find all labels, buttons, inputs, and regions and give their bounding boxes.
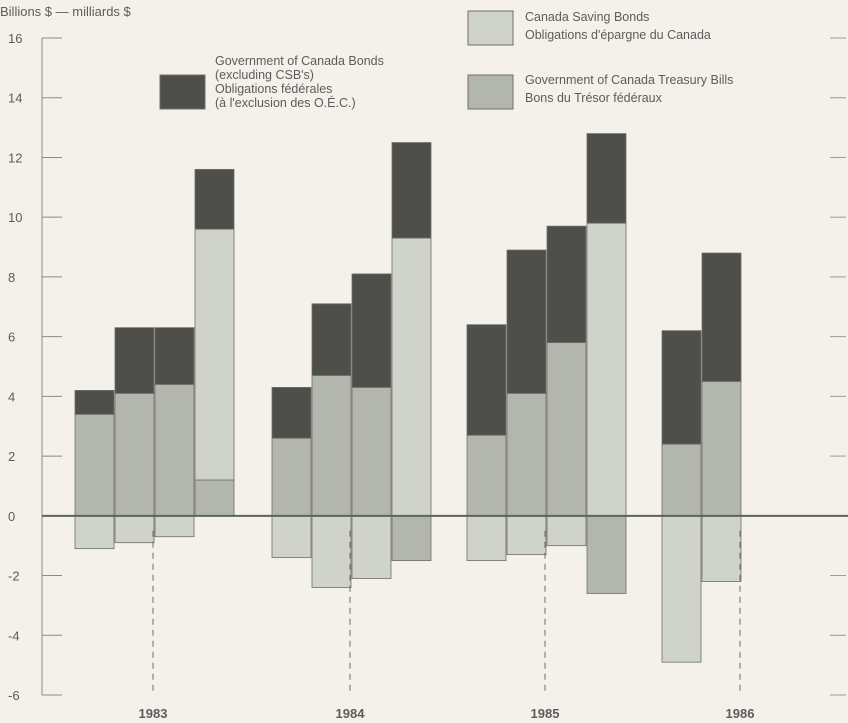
savings-bonds-bar xyxy=(391,237,432,517)
savings-bonds-bar xyxy=(351,515,392,579)
treasury-bills-bar xyxy=(351,387,392,517)
legend-label: (excluding CSB's) xyxy=(215,68,314,82)
savings-bonds-bar xyxy=(154,515,195,538)
y-unit-label: Billions $ — milliards $ xyxy=(0,4,132,19)
legend-label: Obligations d'épargne du Canada xyxy=(525,28,711,42)
treasury-bills-bar xyxy=(506,392,547,517)
bars xyxy=(74,133,742,663)
government-bonds-bar xyxy=(271,387,312,439)
treasury-bills-bar xyxy=(466,434,507,517)
treasury-bills-bar xyxy=(661,443,702,517)
government-bonds-bar xyxy=(74,389,115,415)
treasury-bills-bar xyxy=(154,384,195,517)
savings-bonds-bar xyxy=(586,222,627,517)
treasury-bills-bar xyxy=(311,375,352,517)
government-bonds-bar xyxy=(506,249,547,394)
government-bonds-bar xyxy=(391,142,432,239)
government-bonds-bar xyxy=(546,225,587,344)
legend-label: (à l'exclusion des O.É.C.) xyxy=(215,95,356,110)
government-bonds-bar xyxy=(351,273,392,388)
y-tick-label: -6 xyxy=(8,688,20,703)
y-tick-label: 0 xyxy=(8,509,15,524)
savings-bonds-bar xyxy=(661,515,702,663)
y-tick-label: 6 xyxy=(8,330,15,345)
legend-swatch xyxy=(159,74,206,110)
legend-label: Government of Canada Treasury Bills xyxy=(525,73,733,87)
savings-bonds-bar xyxy=(114,515,155,544)
government-bonds-bar xyxy=(661,330,702,445)
savings-bonds-bar xyxy=(311,515,352,588)
savings-bonds-bar xyxy=(271,515,312,559)
government-bonds-bar xyxy=(701,252,742,382)
legend: Government of Canada Bonds(excluding CSB… xyxy=(159,10,733,110)
treasury-bills-bar xyxy=(271,437,312,517)
savings-bonds-bar xyxy=(194,228,235,481)
y-tick-label: 16 xyxy=(8,31,22,46)
y-tick-label: 12 xyxy=(8,150,22,165)
year-label: 1983 xyxy=(139,706,168,721)
treasury-bills-bar xyxy=(586,515,627,594)
legend-label: Bons du Trésor fédéraux xyxy=(525,91,663,105)
government-bonds-bar xyxy=(466,324,507,436)
treasury-bills-bar xyxy=(114,392,155,517)
treasury-bills-bar xyxy=(194,479,235,517)
government-bonds-bar xyxy=(586,133,627,224)
savings-bonds-bar xyxy=(74,515,115,550)
treasury-bills-bar xyxy=(391,515,432,562)
treasury-bills-bar xyxy=(701,381,742,517)
year-label: 1984 xyxy=(336,706,366,721)
y-tick-label: 2 xyxy=(8,449,15,464)
legend-label: Government of Canada Bonds xyxy=(215,54,384,68)
treasury-bills-bar xyxy=(74,413,115,517)
government-bonds-bar xyxy=(311,303,352,376)
savings-bonds-bar xyxy=(546,515,587,547)
y-tick-label: 14 xyxy=(8,91,22,106)
legend-label: Canada Saving Bonds xyxy=(525,10,649,24)
y-tick-label: -2 xyxy=(8,569,20,584)
government-bonds-bar xyxy=(114,327,155,394)
legend-swatch xyxy=(467,74,514,110)
y-tick-label: 4 xyxy=(8,389,15,404)
y-axis: -6 -4 -2 0 2 4 6 8 10 12 14 16 xyxy=(8,31,846,703)
government-bonds-bar xyxy=(194,168,235,230)
year-label: 1986 xyxy=(726,706,755,721)
savings-bonds-bar xyxy=(466,515,507,562)
savings-bonds-bar xyxy=(701,515,742,582)
y-tick-label: 10 xyxy=(8,210,22,225)
savings-bonds-bar xyxy=(506,515,547,556)
legend-label: Obligations fédérales xyxy=(215,82,332,96)
y-tick-label: 8 xyxy=(8,270,15,285)
x-axis: 1983 1984 1985 1986 xyxy=(42,514,848,721)
year-label: 1985 xyxy=(531,706,560,721)
government-bonds-bar xyxy=(154,327,195,385)
y-tick-label: -4 xyxy=(8,628,20,643)
legend-swatch xyxy=(467,10,514,46)
treasury-bills-bar xyxy=(546,342,587,517)
